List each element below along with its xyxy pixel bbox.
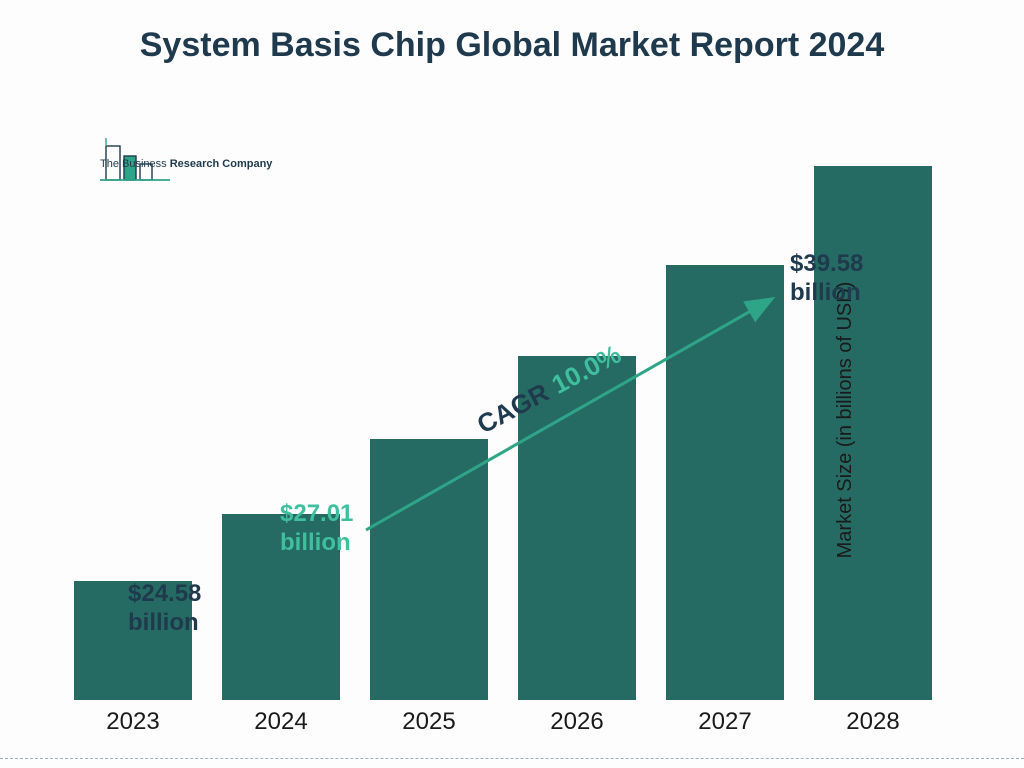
baseline-divider — [0, 758, 1024, 759]
bar — [666, 265, 784, 700]
x-axis-label: 2025 — [402, 708, 455, 736]
x-axis-label: 2023 — [106, 708, 159, 736]
value-label: $24.58billion — [128, 580, 201, 638]
bar — [370, 439, 488, 700]
x-axis-label: 2024 — [254, 708, 307, 736]
x-axis-label: 2028 — [846, 708, 899, 736]
x-axis-label: 2026 — [550, 708, 603, 736]
chart-title: System Basis Chip Global Market Report 2… — [0, 24, 1024, 67]
value-label: $39.58 billion — [790, 250, 940, 308]
bar — [814, 166, 932, 700]
value-label: $27.01billion — [280, 500, 353, 558]
x-axis-label: 2027 — [698, 708, 751, 736]
bar-chart: Market Size (in billions of USD) CAGR10.… — [70, 140, 940, 700]
y-axis-label: Market Size (in billions of USD) — [834, 282, 857, 559]
bar — [518, 356, 636, 700]
